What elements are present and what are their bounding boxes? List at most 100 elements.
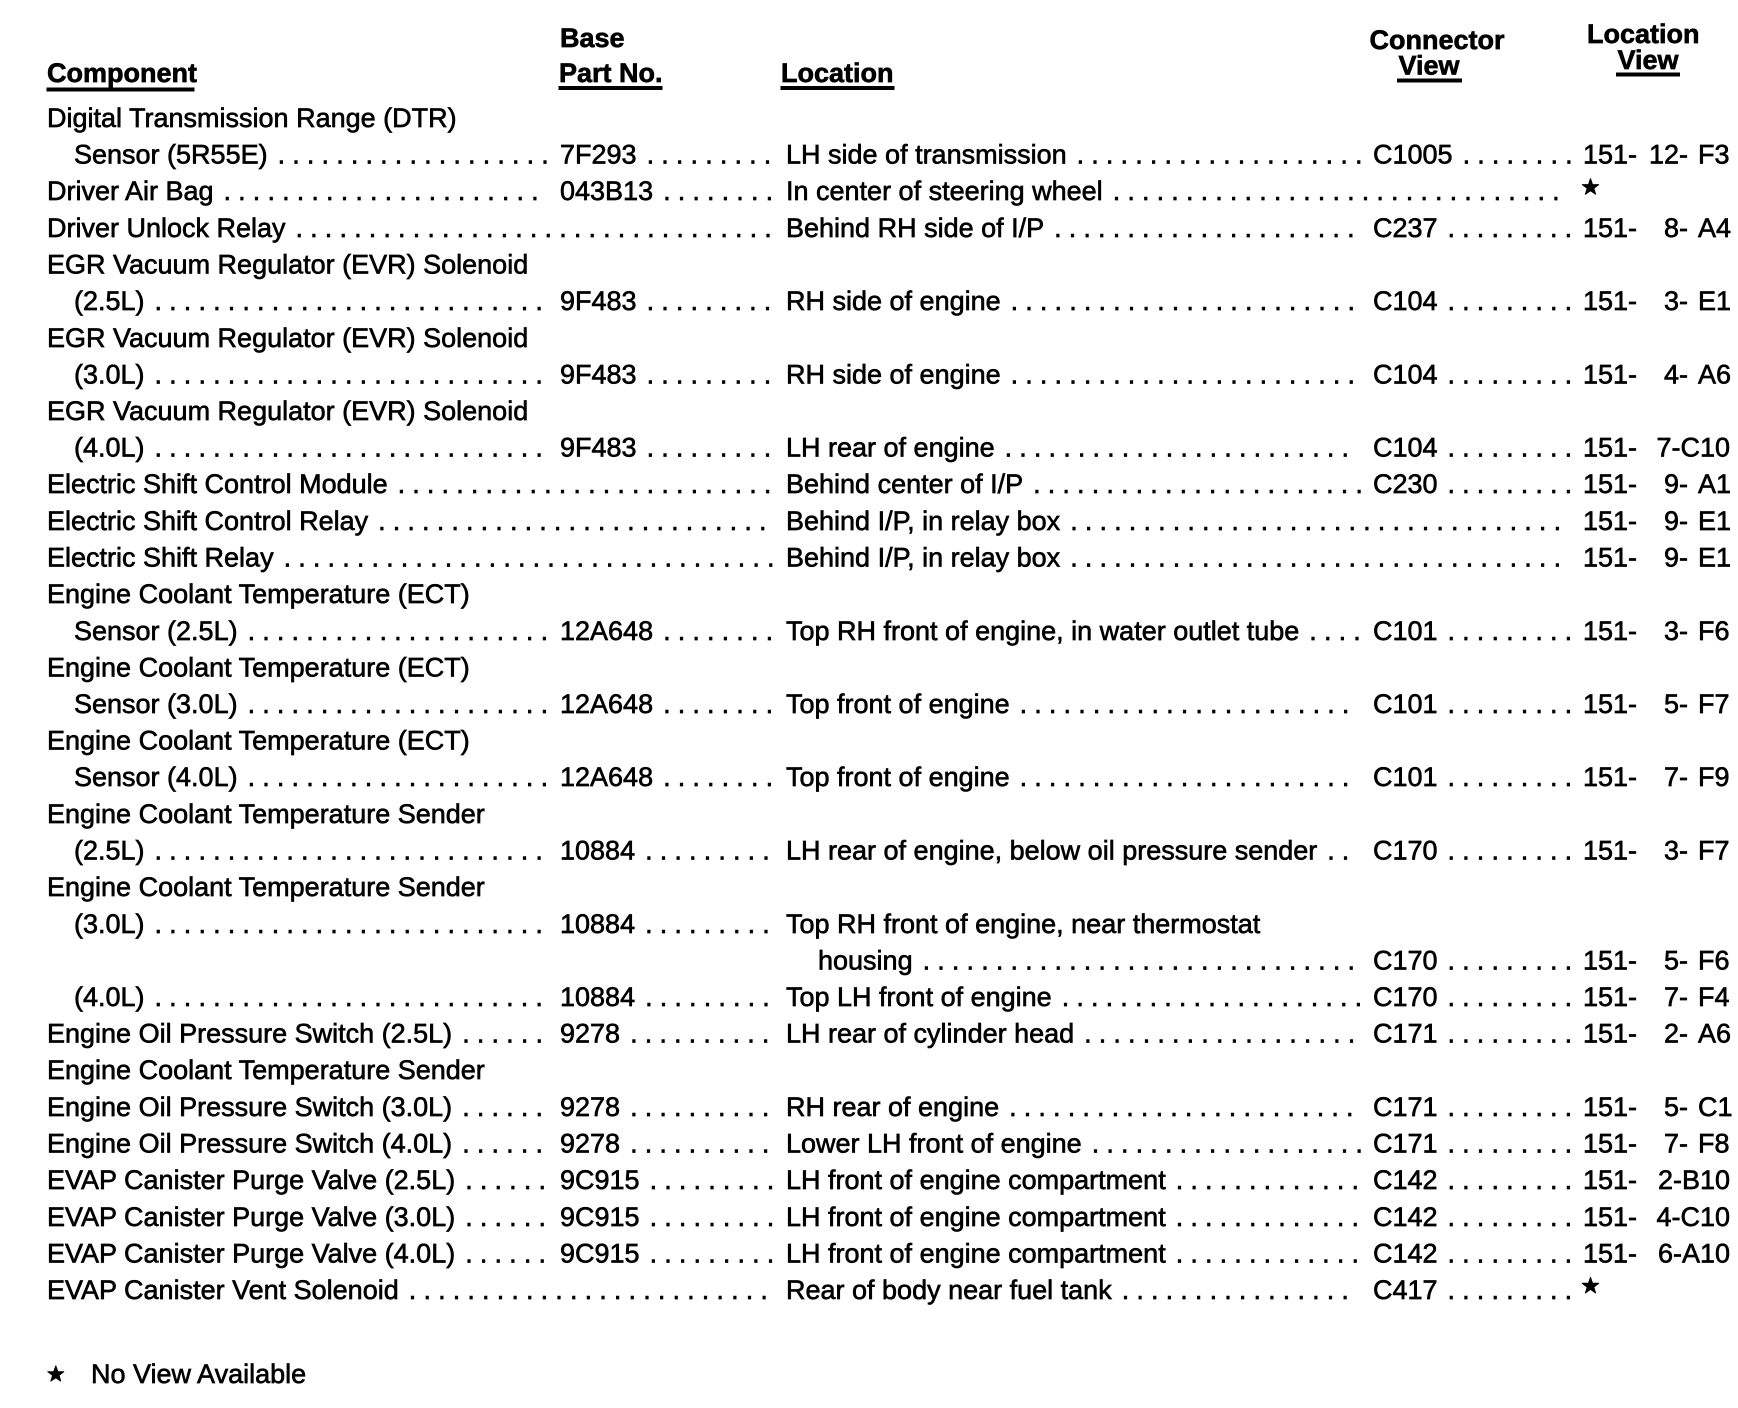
svg-text:EGR Vacuum Regulator (EVR) Sol: EGR Vacuum Regulator (EVR) Solenoid [47,250,528,280]
svg-text:F6: F6 [1698,616,1730,646]
svg-text:.........: ......... [1448,945,1573,975]
svg-text:.........: ......... [1448,359,1573,389]
svg-text:.........: ......... [647,359,772,389]
svg-text:C104: C104 [1373,359,1438,389]
svg-text:7-C10: 7-C10 [1656,433,1730,463]
svg-text:151-: 151- [1583,140,1637,170]
svg-text:Location: Location [1587,19,1700,49]
svg-text:A6: A6 [1698,359,1731,389]
svg-text:10884: 10884 [560,909,635,939]
svg-text:RH side of engine: RH side of engine [786,286,1001,316]
svg-text:5-: 5- [1664,1092,1688,1122]
svg-text:RH rear of engine: RH rear of engine [786,1092,999,1122]
svg-text:...........................: ........................... [378,506,766,536]
svg-text:.........: ......... [1448,1165,1573,1195]
svg-text:LH front of engine compartment: LH front of engine compartment [786,1165,1166,1195]
svg-text:Location: Location [781,58,894,88]
svg-text:F6: F6 [1698,945,1730,975]
svg-text:...........................: ........................... [155,982,543,1012]
svg-text:9278: 9278 [560,1019,620,1049]
svg-text:...........................: ........................... [155,909,543,939]
svg-text:C142: C142 [1373,1202,1438,1232]
svg-text:Sensor (2.5L): Sensor (2.5L) [74,616,238,646]
svg-text:.....................: ..................... [248,689,548,719]
svg-text:7-: 7- [1664,1129,1688,1159]
svg-text:9278: 9278 [560,1092,620,1122]
svg-text:Lower LH front of engine: Lower LH front of engine [786,1129,1082,1159]
svg-text:151-: 151- [1583,616,1637,646]
svg-text:12A648: 12A648 [560,689,653,719]
svg-text:151-: 151- [1583,1238,1637,1268]
svg-text:Connector: Connector [1370,25,1505,55]
svg-text:3-: 3- [1664,836,1688,866]
svg-text:EVAP Canister Purge Valve (4.0: EVAP Canister Purge Valve (4.0L) [47,1238,455,1268]
svg-text:151-: 151- [1583,543,1637,573]
svg-text:.........: ......... [1448,1275,1573,1305]
svg-text:Engine Coolant Temperature Sen: Engine Coolant Temperature Sender [47,799,485,829]
svg-text:...........................: ........................... [155,359,543,389]
svg-text:.....................: ..................... [248,762,548,792]
svg-text:.........: ......... [1448,762,1573,792]
svg-text:F9: F9 [1698,762,1730,792]
svg-text:9C915: 9C915 [560,1202,640,1232]
svg-text:151-: 151- [1583,982,1637,1012]
svg-text:7-: 7- [1664,982,1688,1012]
svg-text:EGR Vacuum Regulator (EVR) Sol: EGR Vacuum Regulator (EVR) Solenoid [47,323,528,353]
svg-text:F7: F7 [1698,836,1730,866]
svg-text:.........: ......... [1448,836,1573,866]
svg-text:Part No.: Part No. [559,58,663,88]
svg-text:.......................: ....................... [1020,689,1350,719]
svg-text:Top RH front of engine, in wat: Top RH front of engine, in water outlet … [786,616,1299,646]
svg-text:4-: 4- [1664,359,1688,389]
svg-text:12A648: 12A648 [560,762,653,792]
svg-text:EVAP Canister Purge Valve (3.0: EVAP Canister Purge Valve (3.0L) [47,1202,455,1232]
svg-text:151-: 151- [1583,945,1637,975]
svg-text:5-: 5- [1664,689,1688,719]
svg-text:.....................: ..................... [1054,213,1355,243]
svg-text:.........: ......... [647,286,772,316]
svg-text:3-: 3- [1664,616,1688,646]
svg-text:LH rear of cylinder head: LH rear of cylinder head [786,1019,1074,1049]
svg-text:..............................: ............................... [1113,176,1560,206]
svg-text:F3: F3 [1698,140,1730,170]
svg-text:(2.5L): (2.5L) [74,286,145,316]
svg-text:.........: ......... [650,1165,775,1195]
svg-text:C101: C101 [1373,689,1438,719]
svg-text:151-: 151- [1583,1202,1637,1232]
svg-text:...........................: ........................... [155,433,543,463]
svg-text:12-: 12- [1649,140,1688,170]
svg-text:4-C10: 4-C10 [1656,1202,1730,1232]
svg-text:Driver Air Bag: Driver Air Bag [47,176,214,206]
svg-text:.........: ......... [650,1238,775,1268]
svg-text:LH rear of engine, below oil p: LH rear of engine, below oil pressure se… [786,836,1317,866]
svg-text:Engine Oil Pressure Switch (4.: Engine Oil Pressure Switch (4.0L) [47,1129,452,1159]
svg-text:LH side of transmission: LH side of transmission [786,140,1067,170]
svg-text:..............................: ................................. [296,213,772,243]
svg-text:Component: Component [47,58,197,88]
svg-text:C104: C104 [1373,433,1438,463]
svg-text:C237: C237 [1373,213,1438,243]
svg-text:151-: 151- [1583,762,1637,792]
svg-text:View: View [1399,51,1461,81]
svg-text:8-: 8- [1664,213,1688,243]
svg-text:Engine Coolant Temperature (EC: Engine Coolant Temperature (ECT) [47,652,470,682]
svg-text:043B13: 043B13 [560,176,653,206]
svg-text:Top front of engine: Top front of engine [786,689,1010,719]
svg-text:3-: 3- [1664,286,1688,316]
svg-text:12A648: 12A648 [560,616,653,646]
svg-text:C101: C101 [1373,762,1438,792]
svg-text:A6: A6 [1698,1019,1731,1049]
svg-text:.......................: ....................... [1033,469,1363,499]
svg-text:(4.0L): (4.0L) [74,433,145,463]
svg-text:.........................: ......................... [409,1275,768,1305]
svg-text:.........: ......... [645,982,770,1012]
svg-text:9F483: 9F483 [560,433,637,463]
svg-text:151-: 151- [1583,213,1637,243]
svg-text:(3.0L): (3.0L) [74,359,145,389]
svg-text:5-: 5- [1664,945,1688,975]
svg-text:151-: 151- [1583,506,1637,536]
svg-text:C104: C104 [1373,286,1438,316]
svg-text:.........: ......... [1448,1019,1573,1049]
svg-text:Top front of engine: Top front of engine [786,762,1010,792]
svg-text:Digital Transmission Range (DT: Digital Transmission Range (DTR) [47,103,457,133]
